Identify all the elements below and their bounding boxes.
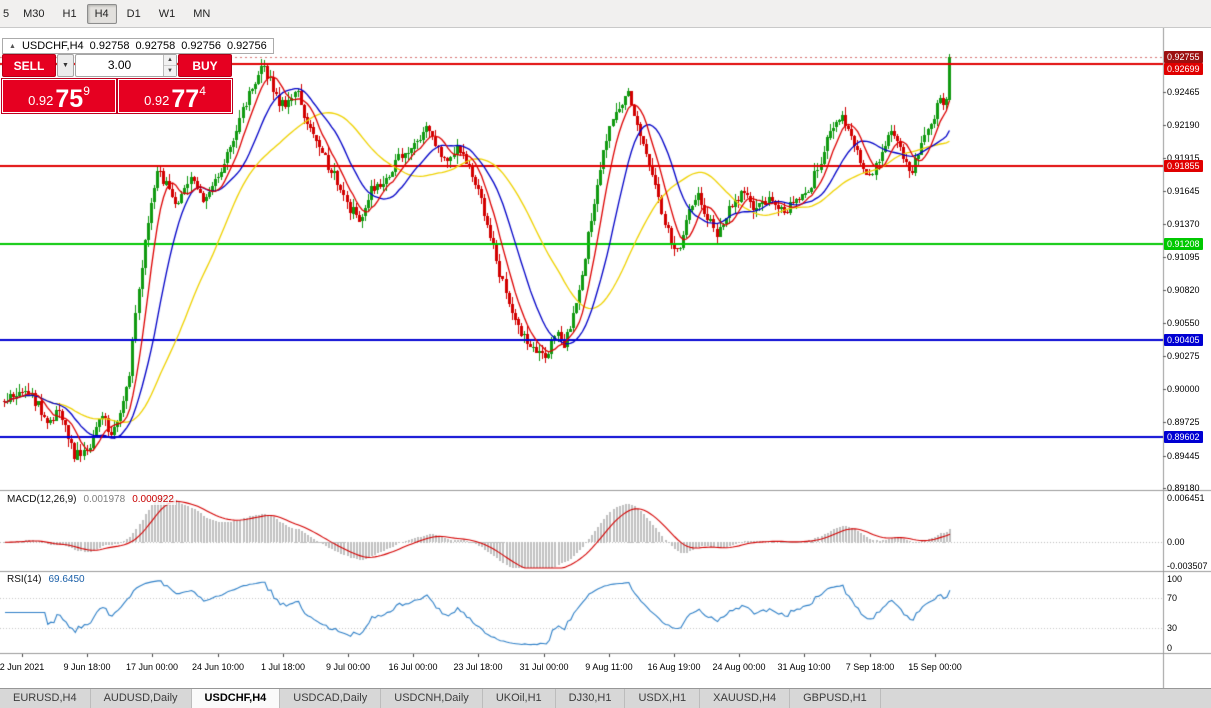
timeframe-button-mn[interactable]: MN <box>193 7 211 20</box>
trade-dropdown-button[interactable]: ▼ <box>57 54 74 77</box>
tab-xauusd-h4[interactable]: XAUUSD,H4 <box>700 689 791 708</box>
chart-ohlc-info: ▲ USDCHF,H4 0.92758 0.92758 0.92756 0.92… <box>2 38 274 54</box>
sell-price-main: 75 <box>55 84 84 113</box>
tab-dj30-h1[interactable]: DJ30,H1 <box>556 689 626 708</box>
tab-usdcnh-daily[interactable]: USDCNH,Daily <box>381 689 483 708</box>
ohlc-open: 0.92758 <box>89 40 130 52</box>
volume-up-button[interactable]: ▲ <box>164 55 176 66</box>
tab-ukoil-h1[interactable]: UKOil,H1 <box>483 689 556 708</box>
timeframe-button-h1[interactable]: H1 <box>62 7 77 20</box>
chevron-down-icon: ▼ <box>62 62 69 69</box>
tab-usdchf-h4[interactable]: USDCHF,H4 <box>191 689 281 708</box>
sell-price-button[interactable]: 0.92 75 9 <box>1 78 117 114</box>
sell-button[interactable]: SELL <box>2 54 56 77</box>
macd-value: 0.001978 <box>83 494 126 505</box>
ohlc-high: 0.92758 <box>135 40 176 52</box>
volume-value[interactable]: 3.00 <box>107 58 132 72</box>
macd-title: MACD(12,26,9) <box>7 494 77 505</box>
symbol-title: USDCHF,H4 <box>21 40 84 52</box>
timeframe-button-m30[interactable]: M30 <box>23 7 45 20</box>
volume-input[interactable]: 3.00 ▲ ▼ <box>75 54 177 77</box>
price-chart-canvas[interactable] <box>0 28 1211 688</box>
rsi-indicator-label: RSI(14) 69.6450 <box>5 574 87 585</box>
ohlc-low: 0.92756 <box>181 40 221 52</box>
volume-down-button[interactable]: ▼ <box>164 66 176 76</box>
buy-price-button[interactable]: 0.92 77 4 <box>117 78 233 114</box>
timeframe-button-h4[interactable]: H4 <box>86 3 117 24</box>
rsi-title: RSI(14) <box>7 574 42 585</box>
buy-price-main: 77 <box>171 84 200 113</box>
ohlc-close: 0.92756 <box>226 40 267 52</box>
macd-indicator-label: MACD(12,26,9) 0.001978 0.000922 <box>5 494 176 505</box>
timeframe-button-5[interactable]: 5 <box>3 7 10 20</box>
sell-price-prefix: 0.92 <box>28 93 54 108</box>
one-click-trading-panel: SELL ▼ 3.00 ▲ ▼ BUY 0.92 75 9 <box>1 54 233 114</box>
tab-eurusd-h4[interactable]: EURUSD,H4 <box>0 689 91 708</box>
tab-audusd-daily[interactable]: AUDUSD,Daily <box>91 689 192 708</box>
buy-button[interactable]: BUY <box>178 54 232 77</box>
timeframe-button-d1[interactable]: D1 <box>126 7 141 20</box>
timeframe-toolbar: 5 M30 H1 H4 D1 W1 MN <box>0 0 1211 28</box>
tab-usdx-h1[interactable]: USDX,H1 <box>625 689 701 708</box>
rsi-value: 69.6450 <box>48 574 85 585</box>
tab-gbpusd-h1[interactable]: GBPUSD,H1 <box>790 689 881 708</box>
chart-area: 0.92465 0.92190 0.91915 0.91645 0.91370 0.910… <box>0 28 1211 688</box>
collapse-panel-icon[interactable]: ▲ <box>9 42 16 50</box>
buy-price-prefix: 0.92 <box>144 93 170 108</box>
volume-stepper: ▲ ▼ <box>163 55 176 76</box>
chart-tab-bar: EURUSD,H4 AUDUSD,Daily USDCHF,H4 USDCAD,Dai… <box>0 688 1211 708</box>
buy-price-pip: 4 <box>199 84 206 98</box>
tab-usdcad-daily[interactable]: USDCAD,Daily <box>280 689 382 708</box>
timeframe-button-w1[interactable]: W1 <box>158 7 176 20</box>
macd-signal-value: 0.000922 <box>132 494 174 505</box>
sell-price-pip: 9 <box>83 84 90 98</box>
